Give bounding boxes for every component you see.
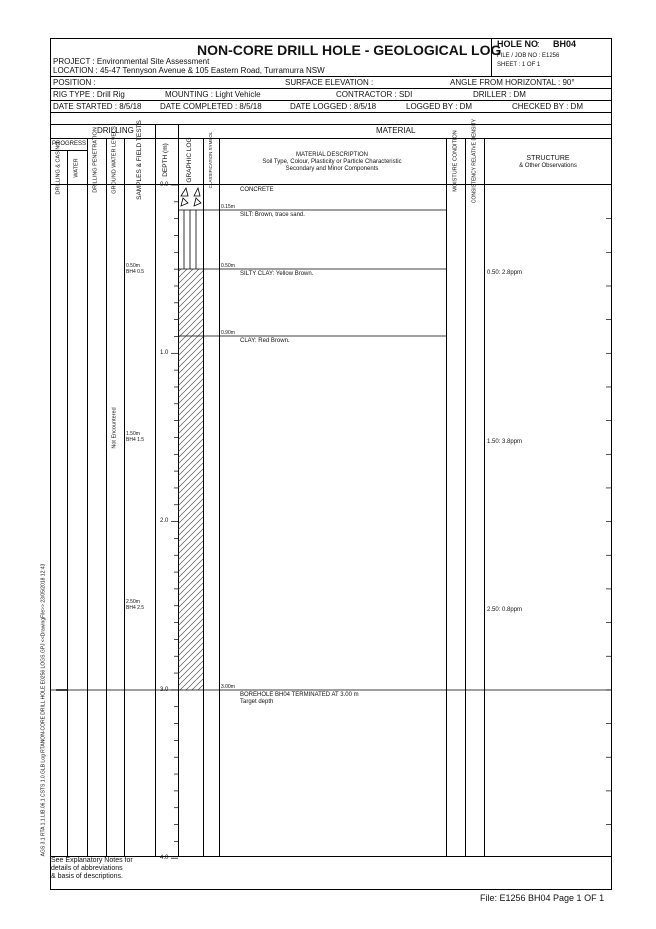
clay-graphic xyxy=(178,269,203,690)
stratum-description: CONCRETE xyxy=(240,187,274,193)
material-description-title: MATERIAL DESCRIPTION xyxy=(295,152,369,158)
depth-tick-4: 4.0 xyxy=(160,855,169,861)
angle-from-horizontal: ANGLE FROM HORIZONTAL : 90° xyxy=(450,78,575,87)
silt-graphic xyxy=(183,210,197,269)
checked-by: CHECKED BY : DM xyxy=(512,102,583,111)
depth-tick-3: 3.0 xyxy=(160,687,169,693)
structure-observation: 2.50: 0.8ppm xyxy=(487,607,523,613)
depth-tick-1: 1.0 xyxy=(160,350,169,356)
sample-depth: 0.50m xyxy=(126,263,140,269)
file-job-no: FILE / JOB NO : E1256 xyxy=(497,53,560,59)
sheet-number: SHEET : 1 OF 1 xyxy=(497,62,541,68)
stratum-top-depth: 0.90m xyxy=(221,330,235,336)
page-footer: File: E1256 BH04 Page 1 OF 1 xyxy=(480,893,605,903)
depth-tick-0: 0.0 xyxy=(160,182,169,188)
structure-observation: 1.50: 3.8ppm xyxy=(487,439,523,445)
material-description-line2: Secondary and Minor Components xyxy=(285,166,379,172)
termination-note: BOREHOLE BH04 TERMINATED AT 3.00 m xyxy=(240,692,359,698)
depth-tick-2: 2.0 xyxy=(160,518,169,524)
project: PROJECT : Environmental Site Assessment xyxy=(53,57,210,66)
groundwater-note: Not Encountered xyxy=(111,407,118,449)
date-logged: DATE LOGGED : 8/5/18 xyxy=(290,102,377,111)
side-file-info: AGS 3.1 RTA 1.1.LIB.06.1 CSTS 1.0.GLB Lo… xyxy=(40,563,47,857)
rig-type: RIG TYPE : Drill Rig xyxy=(53,90,125,99)
stratum-description: CLAY: Red Brown. xyxy=(240,338,290,344)
date-started: DATE STARTED : 8/5/18 xyxy=(53,102,142,111)
stratum-top-depth: 3.00m xyxy=(221,684,235,690)
stratum-description: SILTY CLAY: Yellow Brown. xyxy=(240,271,314,277)
right-margin-ticks xyxy=(606,218,612,825)
structure-subheader: & Other Observations xyxy=(519,163,577,169)
hole-no-value: BH04 xyxy=(553,39,577,49)
sample-depth: 2.50m xyxy=(126,599,140,605)
log-sheet-frame xyxy=(50,38,612,890)
surface-elevation: SURFACE ELEVATION : xyxy=(285,78,374,87)
explanatory-notes: See Explanatory Notes for details of abb… xyxy=(51,857,151,881)
contractor: CONTRACTOR : SDI xyxy=(336,90,413,99)
sample-id: BH4 1.5 xyxy=(126,437,145,443)
hole-no-label: HOLE NO xyxy=(497,39,539,49)
sample-id: BH4 0.5 xyxy=(126,269,145,275)
target-depth: Target depth xyxy=(240,699,274,705)
material-description-line1: Soil Type, Colour, Plasticity or Particl… xyxy=(262,159,402,165)
location: LOCATION : 45-47 Tennyson Avenue & 105 E… xyxy=(53,66,325,75)
logged-by: LOGGED BY : DM xyxy=(406,102,473,111)
sample-id: BH4 2.5 xyxy=(126,605,145,611)
stratum-top-depth: 0.15m xyxy=(221,204,235,210)
concrete-graphic xyxy=(180,186,202,207)
structure-header: STRUCTURE xyxy=(526,155,570,162)
material-group-header: MATERIAL xyxy=(376,126,416,135)
sample-depth: 1.50m xyxy=(126,431,140,437)
date-completed: DATE COMPLETED : 8/5/18 xyxy=(160,102,262,111)
stratum-top-depth: 0.50m xyxy=(221,263,235,269)
driller: DRILLER : DM xyxy=(473,90,526,99)
structure-observation: 0.50: 2.8ppm xyxy=(487,270,523,276)
stratum-description: SILT: Brown, trace sand. xyxy=(240,212,305,218)
position: POSITION : xyxy=(53,78,96,87)
drilling-group-header: DRILLING xyxy=(97,126,134,135)
mounting: MOUNTING : Light Vehicle xyxy=(165,90,261,99)
progress-header: PROGRESS xyxy=(52,141,87,147)
log-title: NON-CORE DRILL HOLE - GEOLOGICAL LOG xyxy=(197,42,502,58)
depth-scale-ticks xyxy=(171,184,178,859)
